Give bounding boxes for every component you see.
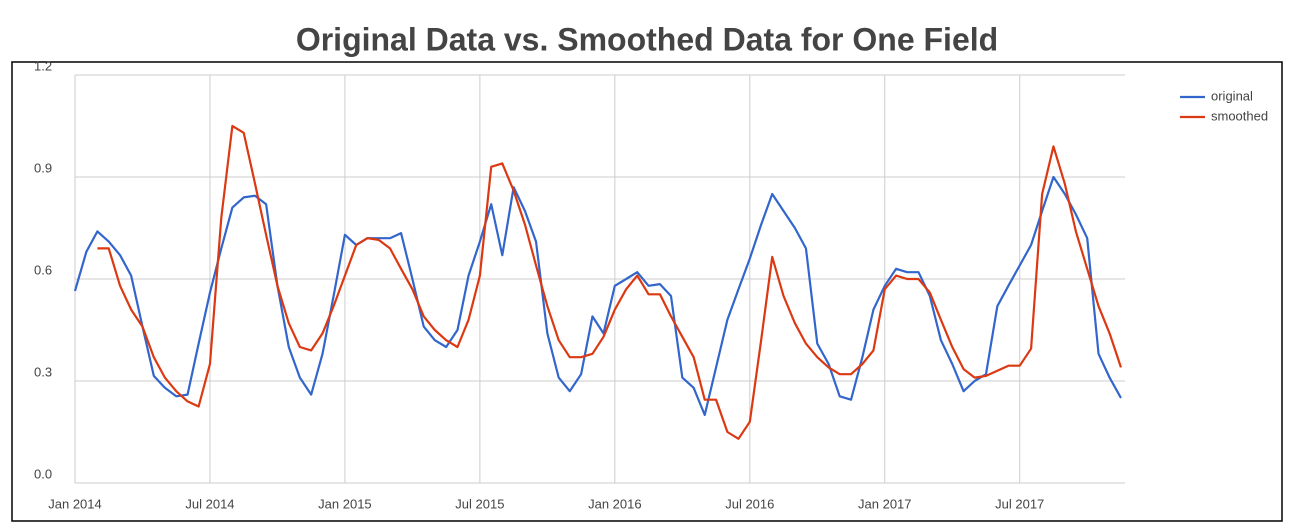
legend-label: smoothed: [1211, 108, 1268, 123]
x-tick-label: Jan 2014: [48, 496, 102, 511]
y-tick-label: 0.9: [34, 160, 52, 175]
chart-frame: [11, 61, 1283, 522]
legend-label: original: [1211, 88, 1253, 103]
series-line: [73, 175, 1122, 417]
x-tick-label: Jan 2017: [858, 496, 912, 511]
y-tick-label: 1.2: [34, 58, 52, 73]
x-tick-label: Jan 2015: [318, 496, 372, 511]
y-tick-label: 0.3: [34, 364, 52, 379]
x-tick-label: Jul 2014: [185, 496, 234, 511]
x-tick-label: Jul 2016: [725, 496, 774, 511]
series-line: [97, 124, 1122, 440]
x-tick-label: Jul 2015: [455, 496, 504, 511]
chart-title: Original Data vs. Smoothed Data for One …: [296, 21, 998, 57]
x-tick-label: Jan 2016: [588, 496, 642, 511]
x-tick-label: Jul 2017: [995, 496, 1044, 511]
y-tick-label: 0.6: [34, 262, 52, 277]
y-tick-label: 0.0: [34, 466, 52, 481]
